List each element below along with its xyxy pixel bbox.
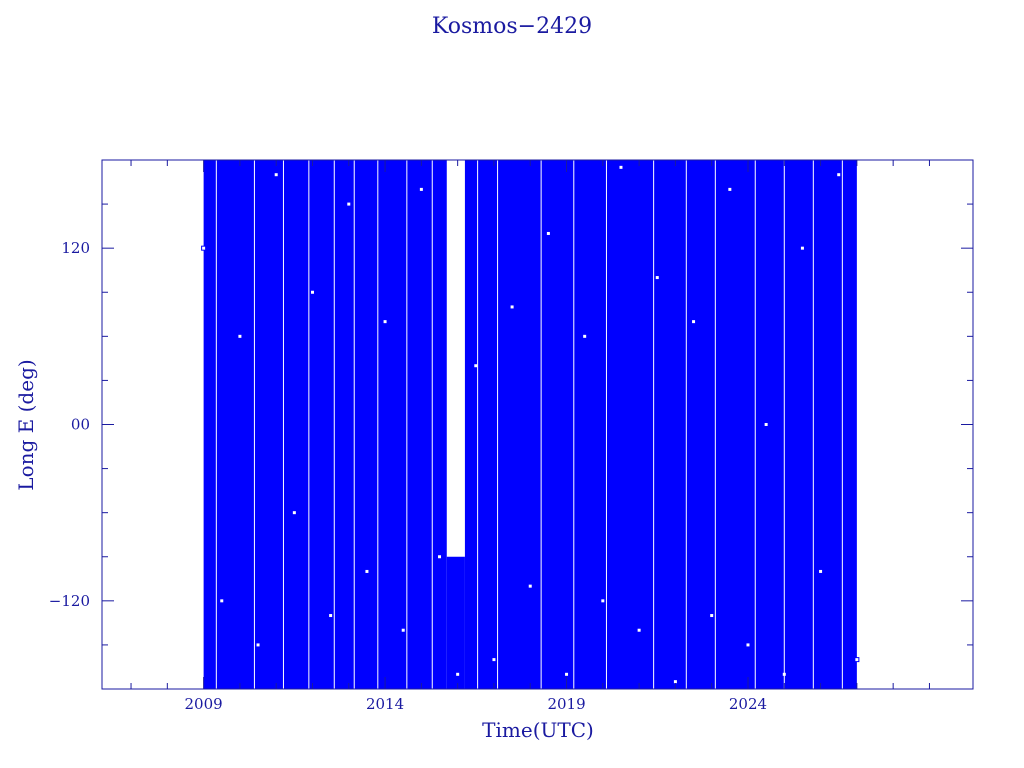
tick-labels: 2009 2014 2019 2024 120 00 −120 [49,239,767,713]
data-point [346,201,352,207]
data-point [727,186,733,192]
data-point [636,627,642,633]
data-point [709,613,715,619]
chart-title: Kosmos−2429 [431,14,593,39]
data-point [745,642,751,648]
data-point [799,245,805,251]
data-point [691,319,697,325]
data-point [364,568,370,574]
data-point [491,657,497,663]
data-point [509,304,515,310]
data-point [328,613,334,619]
data-marks [201,160,860,689]
data-band-early [203,160,447,689]
data-point [836,172,842,178]
data-point [201,245,207,251]
data-point [618,164,624,170]
y-tick-label: 00 [71,416,90,434]
data-point [437,554,443,560]
x-tick-label: 2019 [547,695,585,713]
y-axis-label: Long E (deg) [14,359,38,491]
data-band-late [464,160,857,689]
data-band-gap [446,556,465,689]
x-tick-label: 2024 [729,695,767,713]
data-point [854,657,860,663]
data-point [400,627,406,633]
data-point [545,230,551,236]
data-point [418,186,424,192]
data-point [382,319,388,325]
data-point [273,172,279,178]
data-point [600,598,606,604]
data-point [455,671,461,677]
x-tick-label: 2009 [185,695,223,713]
y-tick-label: 120 [61,239,90,257]
data-point [818,568,824,574]
data-point [654,275,660,281]
data-point [237,333,243,339]
data-point [219,598,225,604]
x-axis-label: Time(UTC) [482,718,594,742]
data-point [763,422,769,427]
x-tick-label: 2014 [366,695,404,713]
data-point [291,510,297,516]
data-point [527,583,533,589]
data-point [255,642,261,648]
y-tick-label: −120 [49,592,90,610]
axis-ticks [102,159,973,690]
data-point [582,333,588,339]
data-point [564,671,570,677]
data-point [309,289,315,295]
